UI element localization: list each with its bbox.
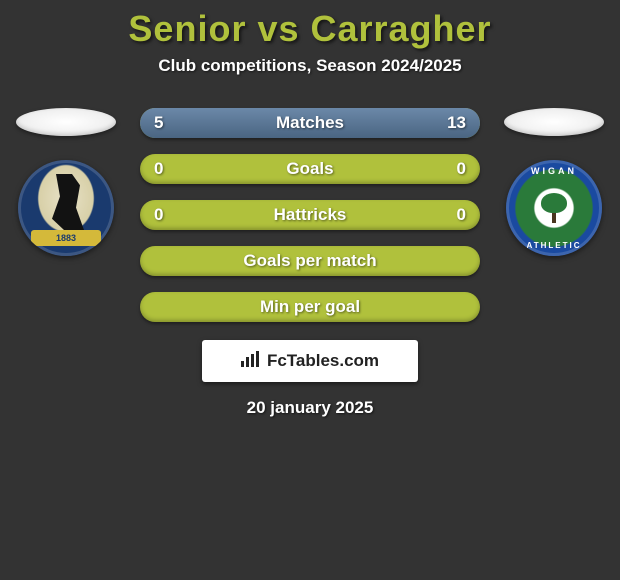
right-team-badge: WIGAN ATHLETIC — [506, 160, 602, 256]
stat-bar: 5Matches13 — [140, 108, 480, 138]
stat-right-value: 13 — [446, 113, 466, 133]
stat-right-value: 0 — [446, 159, 466, 179]
comparison-body: 1883 5Matches130Goals00Hattricks0Goals p… — [0, 108, 620, 322]
date-text: 20 january 2025 — [0, 398, 620, 418]
stat-bar: Goals per match — [140, 246, 480, 276]
left-badge-year: 1883 — [31, 230, 101, 246]
stat-label: Hattricks — [140, 205, 480, 225]
right-player-column: WIGAN ATHLETIC — [498, 108, 610, 256]
stat-bars: 5Matches130Goals00Hattricks0Goals per ma… — [140, 108, 480, 322]
left-player-column: 1883 — [10, 108, 122, 256]
stat-label: Goals — [140, 159, 480, 179]
right-player-photo — [504, 108, 604, 136]
stat-bar: 0Goals0 — [140, 154, 480, 184]
stat-bar: Min per goal — [140, 292, 480, 322]
infographic-container: Senior vs Carragher Club competitions, S… — [0, 0, 620, 418]
stat-label: Matches — [140, 113, 480, 133]
stat-bar: 0Hattricks0 — [140, 200, 480, 230]
left-team-badge: 1883 — [18, 160, 114, 256]
tree-icon — [541, 193, 567, 223]
stat-right-value: 0 — [446, 205, 466, 225]
chart-icon — [241, 351, 261, 372]
left-player-photo — [16, 108, 116, 136]
stat-label: Min per goal — [140, 297, 480, 317]
right-badge-top-text: WIGAN — [531, 166, 577, 176]
brand-text: FcTables.com — [267, 351, 379, 371]
page-title: Senior vs Carragher — [0, 8, 620, 50]
brand-box[interactable]: FcTables.com — [202, 340, 418, 382]
stat-label: Goals per match — [140, 251, 480, 271]
subtitle: Club competitions, Season 2024/2025 — [0, 56, 620, 76]
right-badge-bottom-text: ATHLETIC — [527, 241, 582, 250]
